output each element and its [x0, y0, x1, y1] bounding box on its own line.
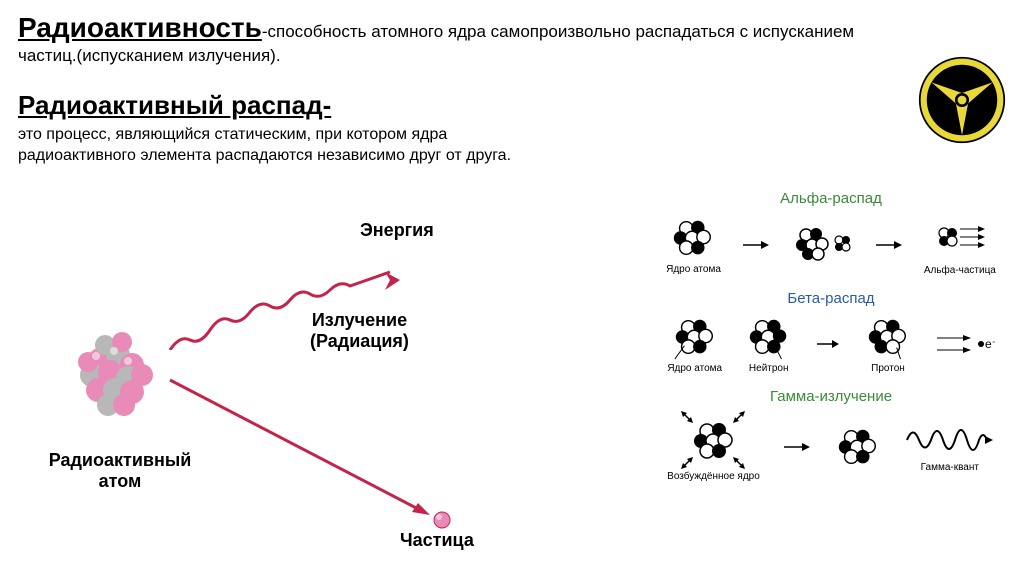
main-title: Радиоактивность — [18, 12, 262, 43]
radioactive-atom-icon — [60, 320, 170, 430]
particle-label: Частица — [400, 530, 474, 551]
radiation-label-2: (Радиация) — [310, 331, 409, 352]
section2-title: Радиоактивный распад- — [18, 90, 1006, 121]
main-subtitle-2: частиц.(испусканием излучения). — [18, 46, 1006, 66]
arrow-icon — [741, 235, 771, 255]
decay-types-column: Альфа-распад Ядро атома — [656, 190, 1006, 496]
gamma-decay-block: Гамма-излучение Возбуждённое ядро — [656, 388, 1006, 482]
atom-label-1: Радиоактивный — [30, 450, 210, 471]
gamma-quantum: Гамма-квант — [905, 420, 995, 473]
beta-decay-block: Бета-распад Ядро атома Нейтрон — [656, 290, 1006, 374]
atom-label-2: атом — [30, 471, 210, 492]
section2-desc-line1: это процесс, являющийся статическим, при… — [18, 125, 578, 146]
alpha-title: Альфа-распад — [656, 190, 1006, 207]
electron-emit-icon: e⁻ — [935, 324, 995, 364]
section2-block: Радиоактивный распад- это процесс, являю… — [18, 90, 1006, 167]
gamma-nucleus — [834, 423, 882, 471]
excited-nucleus-icon — [681, 411, 745, 469]
beta-row: Ядро атома Нейтрон Протон — [656, 313, 1006, 374]
alpha-particle: Альфа-частица — [924, 213, 996, 276]
beta-proton-label: Протон — [871, 363, 905, 374]
arrow-icon — [874, 235, 904, 255]
alpha-particle-icon — [930, 213, 990, 263]
alpha-splitting — [791, 220, 853, 270]
atom-label: Радиоактивный атом — [30, 450, 210, 492]
gamma-title: Гамма-излучение — [656, 388, 1006, 405]
nucleus-neutron-icon — [745, 313, 793, 361]
alpha-decay-block: Альфа-распад Ядро атома — [656, 190, 1006, 276]
beta-electron: e⁻ — [935, 324, 995, 364]
gamma-row: Возбуждённое ядро Гамма-квант — [656, 411, 1006, 482]
beta-neutron: Нейтрон — [745, 313, 793, 374]
radiation-hazard-icon — [918, 56, 1006, 144]
title-block: Радиоактивность-способность атомного ядр… — [18, 12, 1006, 66]
left-decay-diagram: Энергия Излучение (Радиация) Радиоактивн… — [60, 240, 560, 550]
nucleus-icon — [834, 423, 882, 471]
radiation-label: Излучение (Радиация) — [310, 310, 409, 352]
arrow-icon — [782, 437, 812, 457]
arrow-icon — [815, 334, 841, 354]
beta-title: Бета-распад — [656, 290, 1006, 307]
main-subtitle-1: -способность атомного ядра самопроизволь… — [262, 22, 854, 41]
alpha-nucleus-label: Ядро атома — [666, 264, 721, 275]
section2-desc: это процесс, являющийся статическим, при… — [18, 125, 578, 167]
nucleus-emit-icon — [791, 220, 853, 270]
radiation-label-1: Излучение — [310, 310, 409, 331]
gamma-excited-nucleus: Возбуждённое ядро — [667, 411, 760, 482]
alpha-nucleus: Ядро атома — [666, 214, 721, 275]
gamma-excited-label: Возбуждённое ядро — [667, 471, 760, 482]
beta-nucleus-label: Ядро атома — [667, 363, 722, 374]
alpha-particle-label: Альфа-частица — [924, 265, 996, 276]
nucleus-proton-icon — [864, 313, 912, 361]
beta-neutron-label: Нейтрон — [749, 363, 789, 374]
gamma-wave-icon — [905, 420, 995, 460]
beta-nucleus: Ядро атома — [667, 313, 722, 374]
gamma-quantum-label: Гамма-квант — [921, 462, 979, 473]
alpha-row: Ядро атома Альфа-частица — [656, 213, 1006, 276]
nucleus-icon — [669, 214, 717, 262]
energy-label: Энергия — [360, 220, 434, 241]
svg-text:e⁻: e⁻ — [985, 337, 995, 351]
section2-desc-line2: радиоактивного элемента распадаются неза… — [18, 146, 578, 167]
nucleus-icon — [671, 313, 719, 361]
beta-proton: Протон — [864, 313, 912, 374]
